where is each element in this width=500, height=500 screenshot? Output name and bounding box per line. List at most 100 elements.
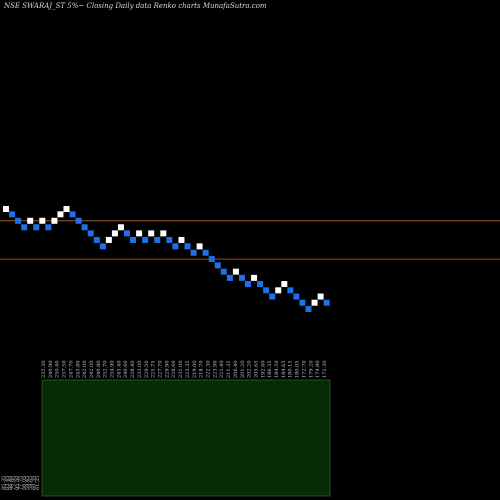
renko-brick-down (124, 230, 130, 237)
x-tick-label: 240.80 (96, 361, 102, 379)
x-tick-label: 180.15 (288, 361, 294, 379)
x-tick-label: 211.35 (226, 361, 232, 379)
renko-brick-up (178, 236, 185, 243)
lower-tick-label: 85.35 (1, 476, 7, 490)
renko-brick-down (69, 211, 76, 218)
renko-brick-up (196, 243, 203, 250)
x-tick-label: 227.70 (158, 361, 164, 379)
lower-tick-labels: 85.3583.4586.4077.9595.5077.7556.0559.45… (1, 476, 41, 490)
renko-brick-down (299, 299, 306, 306)
x-tick-label: 201.20 (240, 361, 246, 379)
renko-brick-down (190, 249, 197, 256)
x-tick-label: 231.00 (178, 361, 184, 379)
renko-brick-up (117, 224, 124, 231)
renko-brick-down (184, 243, 191, 250)
x-tick-label: 229.90 (164, 361, 170, 379)
renko-brick-down (257, 281, 264, 288)
x-tick-label: 229.50 (144, 361, 150, 379)
renko-brick-up (275, 287, 282, 294)
x-tick-label: 172.70 (301, 361, 307, 379)
x-tick-label: 233.00 (137, 361, 143, 379)
x-tick-label: 245.40 (116, 361, 122, 379)
renko-brick-down (226, 274, 233, 281)
lower-tick-label: 86.40 (8, 476, 14, 490)
x-tick-label: 218.70 (199, 361, 205, 379)
lower-tick-label: 60.35 (32, 476, 38, 490)
x-tick-label: 221.40 (219, 361, 225, 379)
renko-brick-up (251, 274, 258, 281)
renko-brick-down (269, 293, 276, 300)
renko-brick-down (208, 256, 215, 263)
lower-tick-label: 95.50 (15, 476, 21, 490)
lower-tick-label: 58.65 (28, 476, 34, 490)
x-tick-label: 247.70 (68, 361, 74, 379)
renko-brick-down (99, 243, 106, 250)
x-tick-label: 202.20 (247, 361, 253, 379)
renko-bricks (3, 206, 330, 312)
x-tick-label: 242.00 (89, 361, 95, 379)
x-tick-label: 222.30 (206, 361, 212, 379)
reference-lines (0, 220, 500, 260)
lower-tick-label: 56.05 (21, 476, 27, 490)
x-tick-label: 238.40 (130, 361, 136, 379)
x-tick-label: 242.00 (82, 361, 88, 379)
renko-brick-down (154, 236, 161, 243)
renko-brick-down (220, 268, 227, 275)
renko-brick-down (81, 224, 88, 231)
renko-brick-down (75, 217, 82, 224)
volume-area (41, 379, 331, 497)
renko-brick-up (3, 206, 9, 212)
renko-brick-up (148, 230, 155, 237)
renko-brick-down (166, 236, 173, 243)
renko-brick-down (142, 236, 149, 243)
renko-brick-down (293, 293, 300, 300)
renko-brick-up (311, 299, 318, 306)
renko-brick-up (39, 217, 46, 224)
x-tick-label: 192.60 (260, 361, 266, 379)
lower-tick-label: 59.45 (25, 476, 31, 490)
x-tick-label: 206.40 (233, 361, 239, 379)
renko-brick-up (27, 217, 34, 224)
x-tick-label: 184.50 (274, 361, 280, 379)
x-tick-label: 186.35 (267, 361, 273, 379)
x-tick-label: 174.90 (315, 361, 321, 379)
renko-brick-down (130, 236, 137, 243)
renko-brick-down (238, 274, 245, 281)
renko-brick-down (245, 281, 251, 288)
renko-brick-down (15, 217, 22, 224)
x-tick-label: 179.20 (308, 361, 314, 379)
renko-brick-up (111, 230, 118, 237)
x-tick-label: 252.70 (103, 361, 109, 379)
renko-brick-up (232, 268, 239, 275)
renko-brick-down (202, 249, 209, 256)
x-tick-label: 219.00 (192, 361, 198, 379)
chart-title: NSE SWARAJ_ST 5%~ Closing Daily data Ren… (4, 2, 267, 10)
x-tick-label: 172.30 (322, 361, 328, 379)
renko-brick-up (57, 211, 64, 218)
renko-brick-down (93, 236, 100, 243)
lower-tick-label: 61.35 (35, 476, 41, 490)
x-tick-label: 240.60 (123, 361, 129, 379)
renko-brick-down (9, 211, 16, 218)
renko-brick-up (136, 230, 143, 237)
renko-brick-up (160, 230, 167, 237)
lower-tick-label: 77.95 (11, 476, 17, 490)
renko-brick-down (172, 243, 179, 250)
volume-panel (41, 379, 331, 497)
x-tick-label: 223.90 (212, 361, 218, 379)
renko-brick-down (45, 224, 52, 231)
lower-tick-label: 83.45 (4, 476, 10, 490)
renko-brick-up (317, 293, 324, 300)
renko-brick-down (305, 306, 312, 312)
x-tick-label: 223.35 (185, 361, 191, 379)
renko-brick-down (21, 224, 28, 231)
renko-brick-up (51, 217, 58, 224)
x-tick-label: 240.90 (48, 361, 54, 379)
x-tick-label: 180.05 (295, 361, 301, 379)
renko-brick-down (287, 287, 294, 294)
x-tick-label: 254.90 (110, 361, 116, 379)
renko-brick-down (87, 230, 94, 237)
renko-brick-down (214, 262, 221, 269)
x-tick-label: 205.65 (254, 361, 260, 379)
